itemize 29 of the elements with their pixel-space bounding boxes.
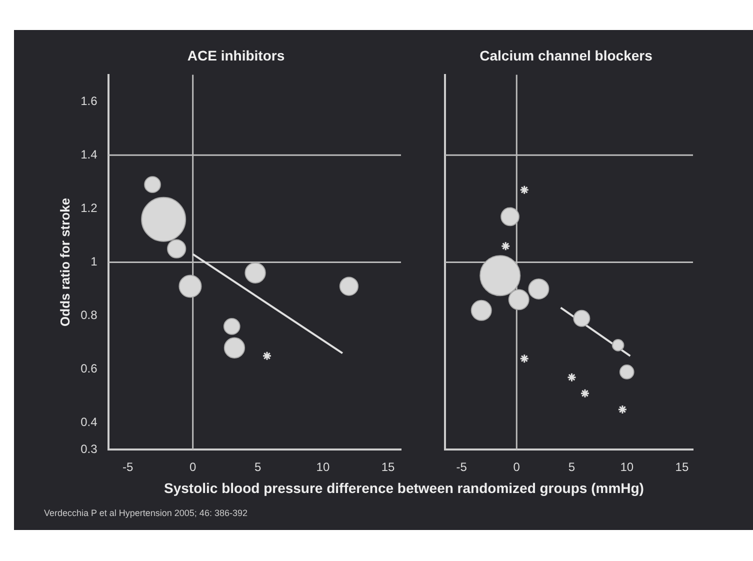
point	[567, 372, 577, 382]
point	[580, 388, 590, 398]
x-tick-label: -5	[122, 460, 134, 474]
point	[520, 354, 530, 364]
y-tick-label: 1.4	[80, 147, 98, 162]
x-tick-label: 0	[190, 460, 196, 474]
x-tick-label: 0	[513, 460, 520, 474]
y-tick-label: 0.4	[80, 415, 98, 430]
x-tick-label: -5	[456, 460, 468, 474]
point	[618, 404, 628, 414]
text: Verdecchia P et al Hypertension 2005; 46: 386-392	[44, 508, 248, 518]
point	[500, 241, 510, 251]
y-tick-label: 1.2	[80, 200, 98, 215]
x-tick-label: 10	[316, 460, 330, 474]
point	[520, 185, 530, 195]
x-tick-label: 5	[254, 460, 262, 474]
y-axis-title: Odds ratio for stroke	[57, 198, 72, 326]
y-tick-label: 0.3	[80, 442, 98, 456]
chart-title: ACE inhibitors	[187, 47, 285, 64]
y-tick-label: 1.6	[80, 94, 98, 108]
x-tick-label: 10	[620, 460, 634, 474]
y-tick-label: 0.6	[80, 362, 98, 376]
chart-title: Calcium channel blockers	[480, 47, 653, 64]
x-tick-label: 5	[568, 460, 576, 474]
x-tick-label: 15	[381, 460, 395, 474]
x-tick-label: 15	[675, 460, 689, 474]
y-tick-label: 1	[90, 254, 98, 269]
x-axis-title: Systolic blood pressure difference between randomized groups (mmHg)	[164, 480, 644, 496]
y-tick-label: 0.8	[80, 308, 98, 322]
